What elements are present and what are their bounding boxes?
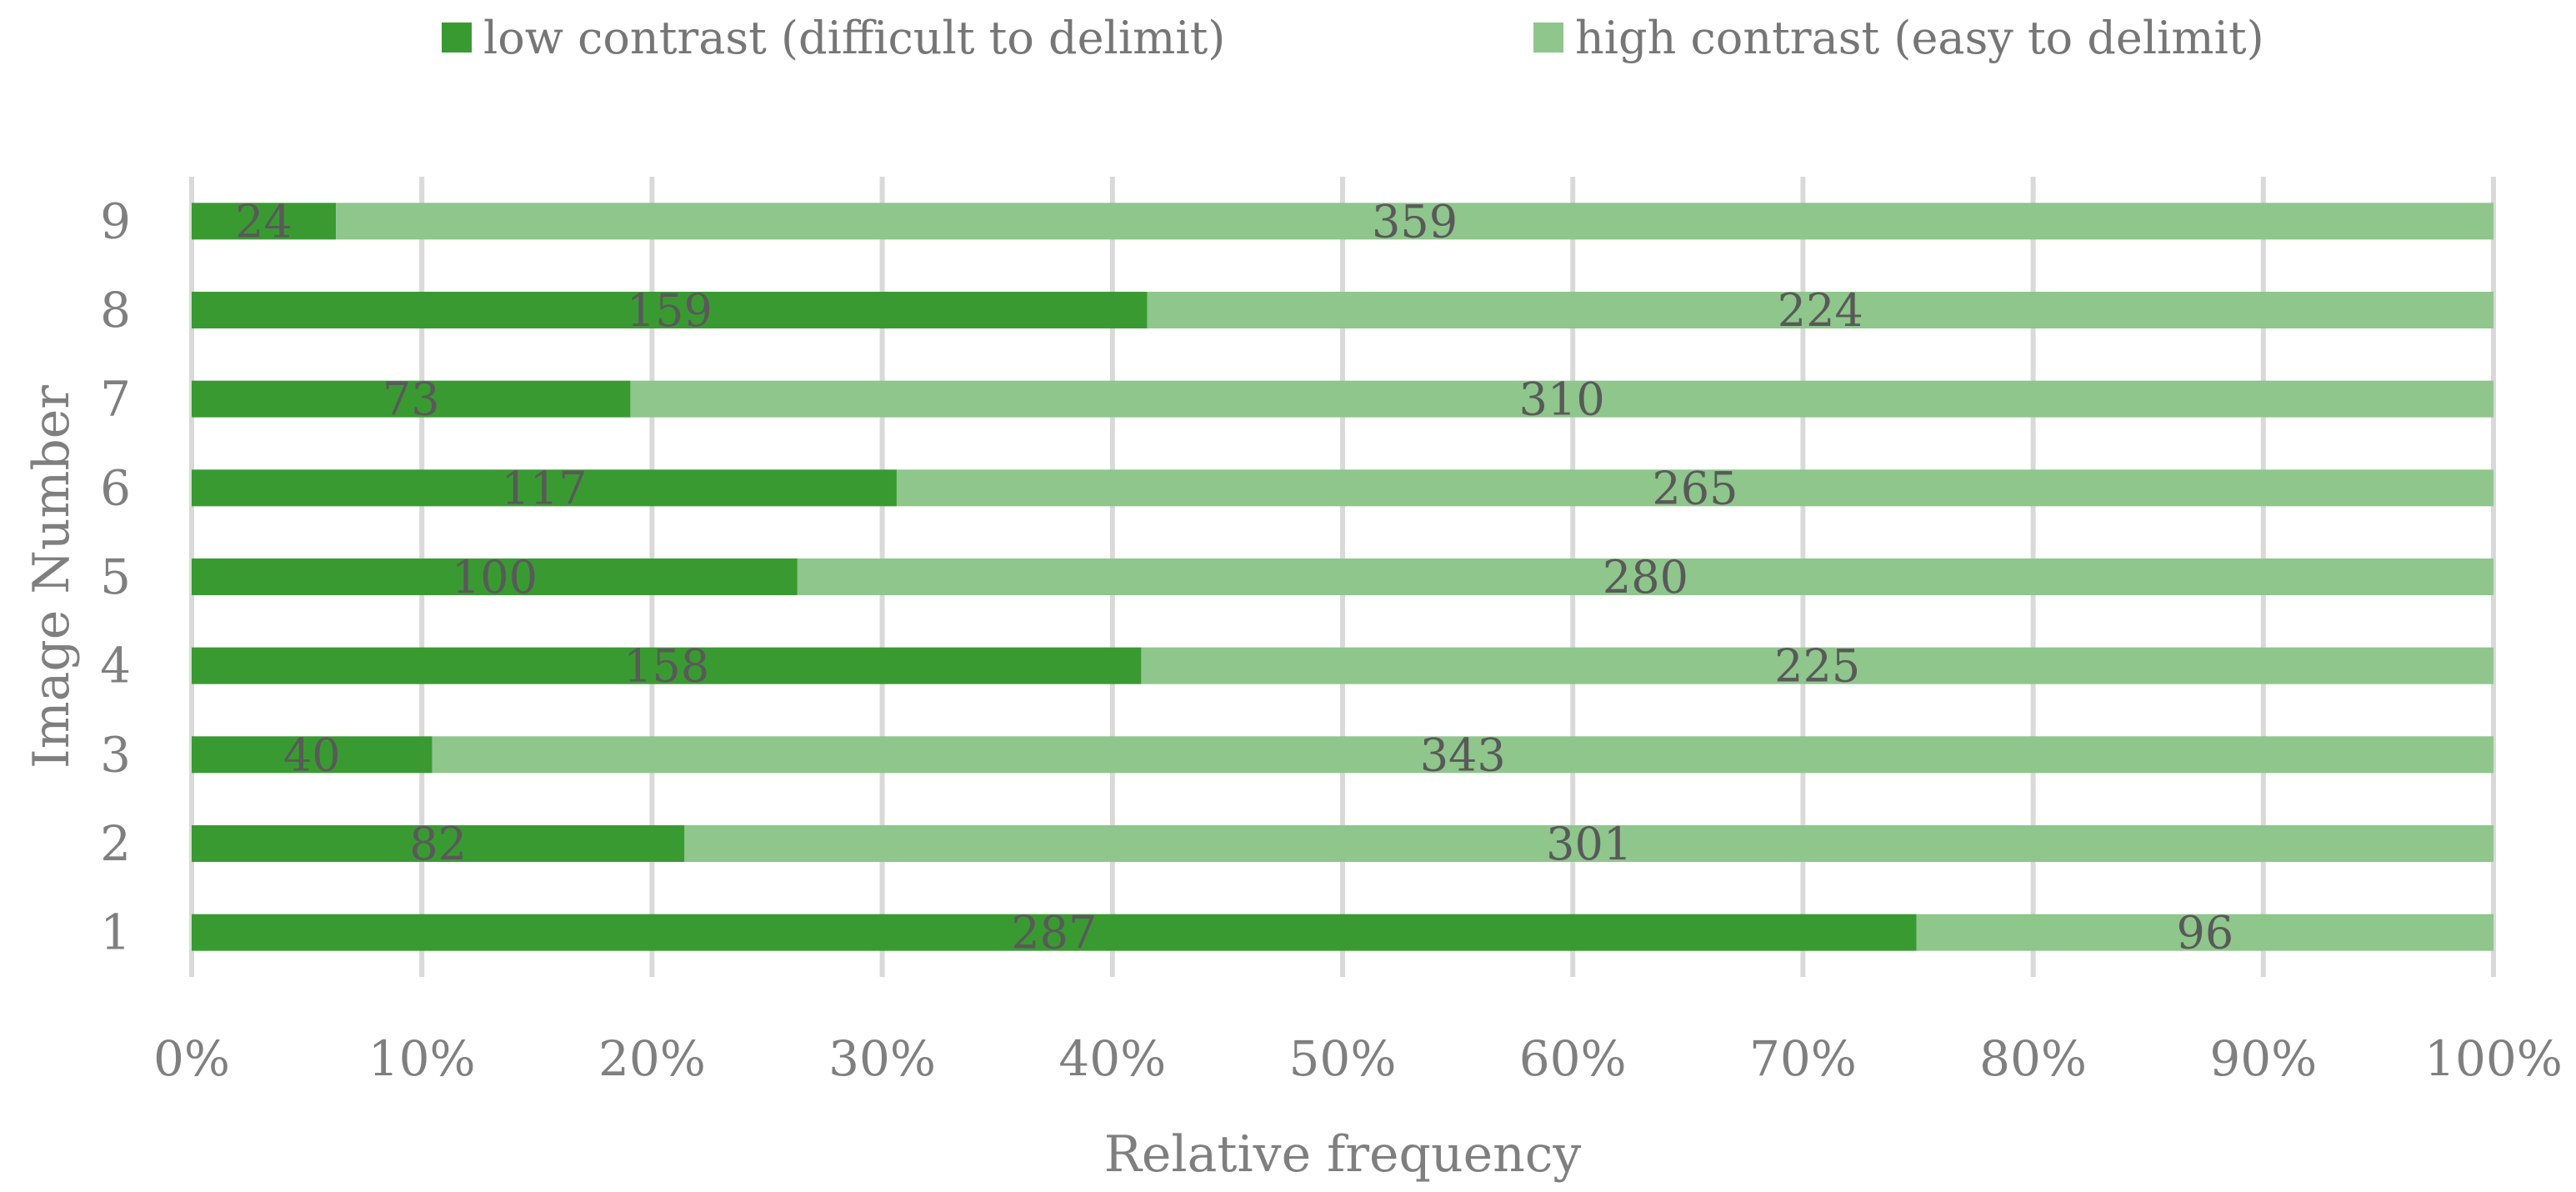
x-tick-label: 40% [1058, 1030, 1166, 1087]
bar-segment-low-1 [192, 914, 1917, 951]
data-label: 359 [1372, 195, 1458, 248]
data-label: 280 [1603, 551, 1688, 604]
bar-segment-low-6 [192, 469, 897, 507]
legend: low contrast (difficult to delimit) high… [0, 0, 2576, 83]
x-tick-label: 90% [2209, 1030, 2317, 1087]
x-tick-label: 20% [598, 1030, 706, 1087]
data-label: 310 [1519, 373, 1605, 426]
y-tick-label: 2 [100, 815, 131, 872]
data-label: 225 [1774, 640, 1860, 693]
bar-segment-low-7 [192, 380, 631, 418]
legend-swatch-high-contrast [1533, 23, 1563, 53]
bar-segment-high-5 [797, 558, 2494, 595]
legend-label-low-contrast: low contrast (difficult to delimit) [483, 11, 1226, 64]
bar-segment-high-4 [1141, 647, 2493, 684]
x-tick-label: 70% [1749, 1030, 1857, 1087]
data-label: 301 [1546, 818, 1632, 870]
legend-item-low-contrast: low contrast (difficult to delimit) [442, 8, 1225, 67]
x-axis-ticks: 0% 10% 20% 30% 40% 50% 60% 70% 80% 90% 100% [153, 1030, 2563, 1087]
bar-segment-high-3 [432, 736, 2494, 774]
x-tick-label: 0% [153, 1030, 230, 1087]
bar-segment-low-8 [192, 292, 1148, 328]
y-tick-label: 1 [100, 904, 131, 961]
data-label: 158 [623, 640, 709, 693]
x-tick-label: 100% [2424, 1030, 2563, 1087]
y-tick-label: 8 [100, 282, 131, 338]
data-label: 24 [235, 195, 293, 248]
data-label: 287 [1011, 907, 1097, 959]
bar-segment-high-2 [684, 825, 2493, 862]
data-label: 40 [283, 729, 341, 781]
data-label: 100 [452, 551, 538, 604]
x-tick-label: 80% [1979, 1030, 2087, 1087]
bar-segment-low-3 [192, 736, 433, 774]
y-tick-label: 9 [100, 193, 131, 249]
data-labels: 287 96 82 301 40 343 158 225 100 280 117 265 73 310 15… [235, 195, 2233, 959]
bar-segment-high-8 [1147, 292, 2493, 328]
data-label: 117 [501, 462, 587, 514]
bar-segment-high-6 [896, 469, 2493, 507]
y-tick-label: 6 [100, 459, 131, 516]
y-tick-label: 7 [100, 371, 131, 428]
bar-segment-high-7 [630, 380, 2493, 418]
x-tick-label: 10% [368, 1030, 476, 1087]
legend-item-high-contrast: high contrast (easy to delimit) [1533, 8, 2264, 67]
x-axis-title: Relative frequency [1104, 1125, 1582, 1184]
x-tick-label: 60% [1519, 1030, 1627, 1087]
bar-segment-low-9 [192, 203, 337, 240]
data-label: 96 [2176, 907, 2233, 959]
data-label: 343 [1420, 729, 1506, 781]
data-label: 73 [383, 373, 440, 426]
x-tick-label: 30% [828, 1030, 936, 1087]
data-label: 265 [1652, 462, 1738, 514]
data-label: 82 [409, 818, 467, 870]
y-axis-title: Image Number [23, 385, 81, 769]
legend-label-high-contrast: high contrast (easy to delimit) [1575, 11, 2264, 64]
bar-segment-high-9 [336, 203, 2494, 240]
data-label: 159 [627, 284, 713, 337]
x-tick-label: 50% [1289, 1030, 1397, 1087]
bar-segment-low-2 [192, 825, 685, 862]
legend-swatch-low-contrast [442, 23, 472, 53]
bar-segment-low-4 [192, 647, 1142, 684]
bar-segment-high-1 [1916, 914, 2493, 951]
y-tick-label: 5 [100, 548, 131, 605]
y-axis-ticks: 1 2 3 4 5 6 7 8 9 [100, 193, 131, 960]
y-tick-label: 3 [100, 726, 131, 783]
bar-segment-low-5 [192, 558, 798, 595]
y-tick-label: 4 [100, 638, 131, 694]
data-label: 224 [1778, 284, 1863, 337]
bars [192, 203, 2494, 951]
